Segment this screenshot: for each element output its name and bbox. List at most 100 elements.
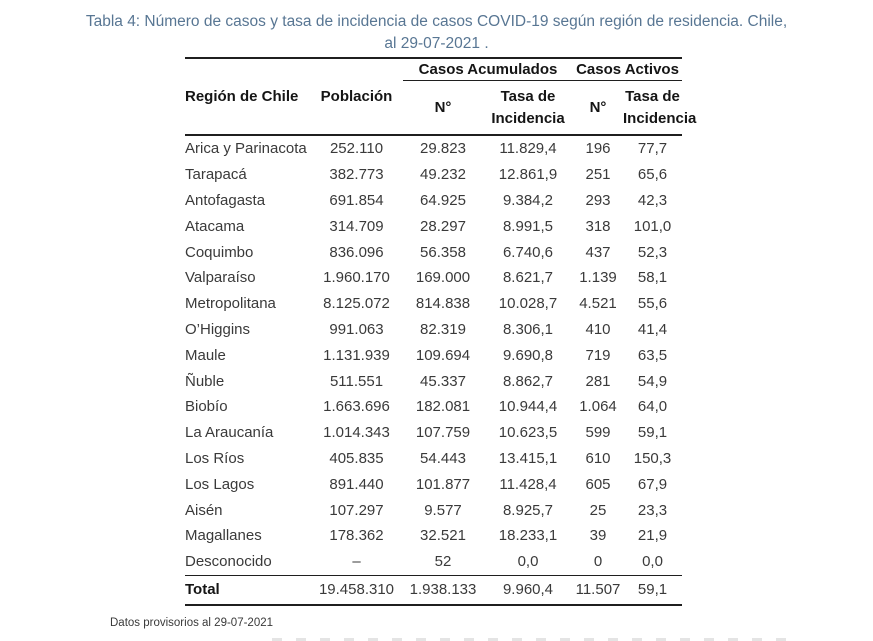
table-row: Desconocido – 52 0,0 0 0,0 — [185, 549, 682, 575]
cell-act-tasa: 23,3 — [637, 501, 668, 519]
cell-acum-n: 107.759 — [415, 424, 471, 442]
sub-header-row: N° Tasa de Incidencia N° Tasa de Inciden… — [185, 80, 696, 136]
cell-poblacion: 8.125.072 — [323, 295, 390, 313]
cell-region: Arica y Parinacota — [185, 140, 307, 158]
cell-region: Magallanes — [185, 527, 262, 545]
cell-act-n: 410 — [585, 320, 611, 338]
total-act-tasa: 59,1 — [623, 574, 683, 605]
cell-region: La Araucanía — [185, 424, 274, 442]
total-row: Total 19.458.310 1.938.133 9.960,4 11.50… — [185, 574, 683, 605]
cell-acum-n: 49.232 — [420, 166, 466, 184]
cell-acum-n: 101.877 — [415, 475, 471, 493]
cell-poblacion: 314.709 — [329, 217, 384, 235]
cell-region: Atacama — [185, 217, 245, 235]
cell-act-tasa: 150,3 — [633, 449, 672, 467]
cell-acum-n: 52 — [434, 553, 452, 571]
cell-region: Aisén — [185, 501, 223, 519]
cell-acum-tasa: 8.925,7 — [502, 501, 554, 519]
covid-incidence-table: Región de Chile Población Casos Acumulad… — [185, 57, 696, 606]
total-label: Total — [185, 574, 310, 605]
cell-acum-tasa: 10.623,5 — [498, 424, 558, 442]
group-header-row: Región de Chile Población Casos Acumulad… — [185, 58, 683, 136]
table-row: Atacama 314.709 28.297 8.991,5 318 101,0 — [185, 213, 682, 239]
cell-poblacion: 836.096 — [329, 243, 384, 261]
cell-act-tasa: 58,1 — [637, 269, 668, 287]
cell-region: O’Higgins — [185, 320, 251, 338]
cell-act-n: 605 — [585, 475, 611, 493]
cell-acum-tasa: 18.233,1 — [498, 527, 558, 545]
table-row: Magallanes 178.362 32.521 18.233,1 39 21,9 — [185, 523, 682, 549]
table-row: Los Lagos 891.440 101.877 11.428,4 605 67,9 — [185, 471, 682, 497]
table-title-line1: Tabla 4: Número de casos y tasa de incid… — [85, 13, 788, 30]
table-row: Metropolitana 8.125.072 814.838 10.028,7 4.5… — [185, 291, 682, 317]
cell-act-tasa: 21,9 — [637, 527, 668, 545]
cell-act-tasa: 0,0 — [642, 553, 663, 571]
cell-region: Maule — [185, 346, 226, 364]
cell-poblacion: 382.773 — [329, 166, 384, 184]
total-acum-tasa: 9.960,4 — [483, 574, 573, 605]
cell-poblacion: 107.297 — [329, 501, 384, 519]
cell-act-tasa: 64,0 — [637, 398, 668, 416]
cell-region: Metropolitana — [185, 295, 276, 313]
table-row: La Araucanía 1.014.343 107.759 10.623,5 599 5… — [185, 420, 682, 446]
col-header-acum-tasa: Tasa de Incidencia — [483, 80, 573, 136]
cell-acum-n: 64.925 — [420, 191, 466, 209]
cell-acum-n: 182.081 — [415, 398, 471, 416]
cell-act-tasa: 101,0 — [633, 217, 672, 235]
cell-acum-n: 28.297 — [420, 217, 466, 235]
cell-act-n: 4.521 — [579, 295, 617, 313]
cell-poblacion: 405.835 — [329, 449, 384, 467]
clipped-next-element — [272, 638, 797, 641]
total-act-n: 11.507 — [573, 574, 623, 605]
cell-region: Desconocido — [185, 553, 272, 571]
cell-poblacion: 178.362 — [329, 527, 384, 545]
cell-act-n: 0 — [593, 553, 603, 571]
cell-acum-tasa: 12.861,9 — [498, 166, 558, 184]
cell-act-n: 293 — [585, 191, 611, 209]
cell-act-n: 719 — [585, 346, 611, 364]
cell-poblacion: 991.063 — [329, 320, 384, 338]
cell-acum-n: 82.319 — [420, 320, 466, 338]
cell-acum-tasa: 6.740,6 — [502, 243, 554, 261]
cell-poblacion: 891.440 — [329, 475, 384, 493]
cell-poblacion: 1.131.939 — [323, 346, 390, 364]
cell-act-n: 25 — [589, 501, 607, 519]
table-row: Aisén 107.297 9.577 8.925,7 25 23,3 — [185, 497, 682, 523]
cell-acum-n: 9.577 — [424, 501, 462, 519]
cell-acum-tasa: 9.690,8 — [502, 346, 554, 364]
cell-act-n: 599 — [585, 424, 611, 442]
cell-act-tasa: 77,7 — [637, 140, 668, 158]
cell-poblacion: 1.960.170 — [323, 269, 390, 287]
cell-acum-tasa: 13.415,1 — [498, 449, 558, 467]
cell-acum-tasa: 8.991,5 — [502, 217, 554, 235]
cell-acum-n: 32.521 — [420, 527, 466, 545]
cell-act-n: 437 — [585, 243, 611, 261]
cell-act-n: 318 — [585, 217, 611, 235]
cell-region: Coquimbo — [185, 243, 254, 261]
table-row: Arica y Parinacota 252.110 29.823 11.829,4 1… — [185, 135, 682, 162]
col-header-acum-n: N° — [403, 80, 483, 136]
cell-region: Valparaíso — [185, 269, 256, 287]
cell-act-n: 281 — [585, 372, 611, 390]
cell-region: Los Ríos — [185, 449, 245, 467]
cell-act-tasa: 65,6 — [637, 166, 668, 184]
cell-acum-tasa: 9.384,2 — [502, 191, 554, 209]
table-title-line2: al 29-07-2021 . — [384, 35, 489, 52]
cell-acum-n: 54.443 — [420, 449, 466, 467]
cell-act-tasa: 63,5 — [637, 346, 668, 364]
cell-act-n: 251 — [585, 166, 611, 184]
cell-poblacion: 1.663.696 — [323, 398, 390, 416]
table-title: Tabla 4: Número de casos y tasa de incid… — [0, 11, 873, 55]
cell-acum-n: 169.000 — [415, 269, 471, 287]
cell-acum-tasa: 8.862,7 — [502, 372, 554, 390]
table-row: Biobío 1.663.696 182.081 10.944,4 1.064 64,0 — [185, 394, 682, 420]
cell-acum-n: 109.694 — [415, 346, 471, 364]
total-poblacion: 19.458.310 — [310, 574, 403, 605]
cell-poblacion: 691.854 — [329, 191, 384, 209]
cell-act-tasa: 42,3 — [637, 191, 668, 209]
cell-act-n: 1.064 — [579, 398, 617, 416]
table-row: Tarapacá 382.773 49.232 12.861,9 251 65,6 — [185, 162, 682, 188]
table-row: O’Higgins 991.063 82.319 8.306,1 410 41,4 — [185, 317, 682, 343]
cell-act-n: 1.139 — [579, 269, 617, 287]
table-row: Los Ríos 405.835 54.443 13.415,1 610 150,3 — [185, 446, 682, 472]
